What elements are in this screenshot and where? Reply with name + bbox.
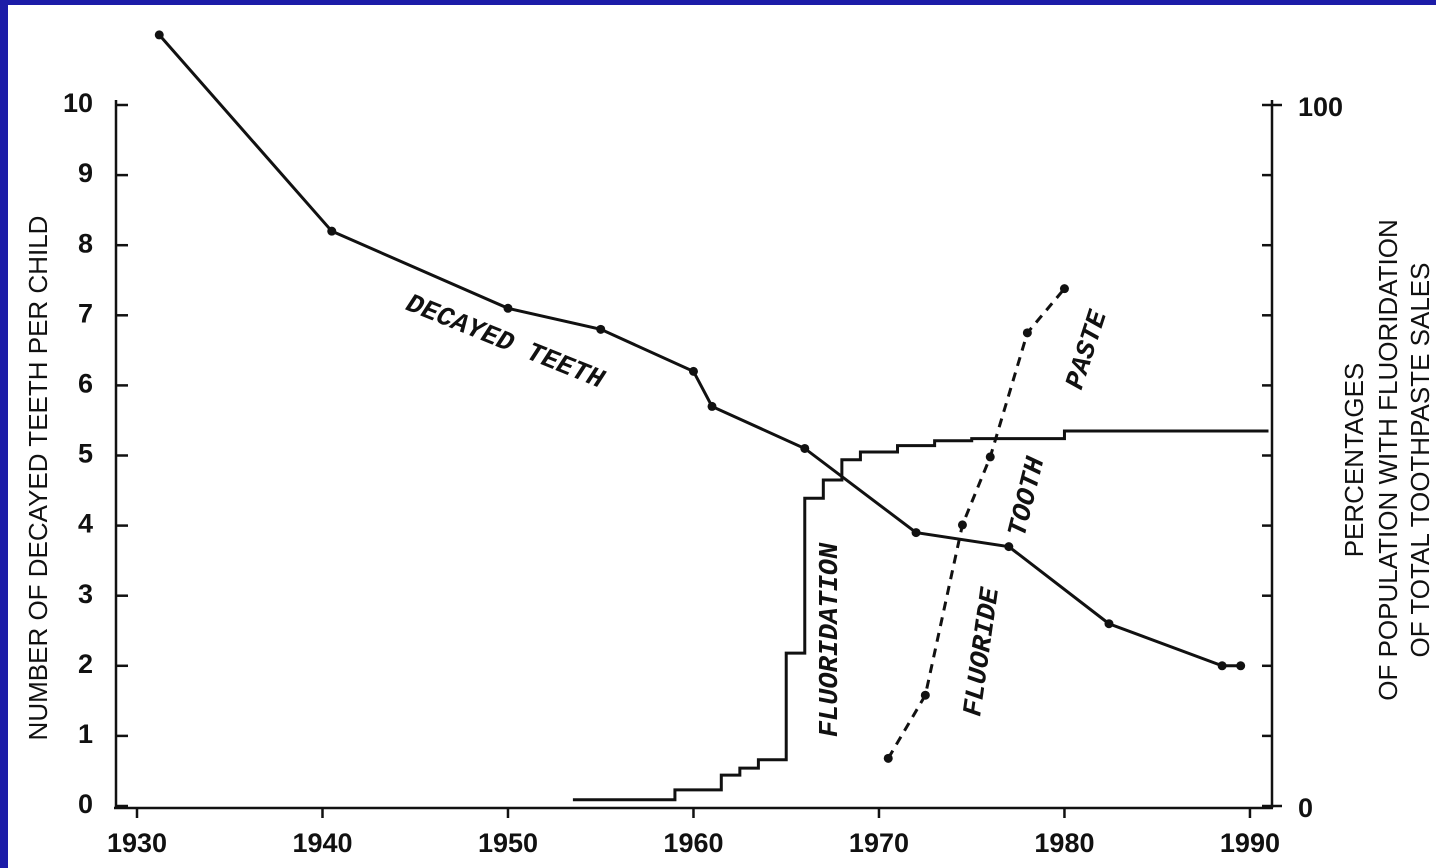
data-point [911, 528, 921, 538]
y-tick-label: 1 [78, 719, 93, 749]
data-point [1236, 661, 1246, 671]
data-point [957, 520, 967, 530]
y2-axis-label: OF TOTAL TOOTHPASTE SALES [1405, 263, 1435, 658]
y2-tick-label: 0 [1298, 793, 1313, 823]
x-tick-label: 1990 [1220, 828, 1280, 858]
x-tick-label: 1980 [1034, 828, 1094, 858]
y-tick-label: 8 [78, 228, 93, 258]
panel [8, 5, 1436, 868]
y-tick-label: 9 [78, 158, 93, 188]
x-tick-label: 1960 [663, 828, 723, 858]
x-tick-label: 1970 [849, 828, 909, 858]
data-point [503, 303, 513, 313]
y2-tick-label: 100 [1298, 92, 1343, 122]
data-line [572, 429, 1269, 802]
data-point [154, 30, 164, 40]
data-point [688, 366, 698, 376]
y-tick-label: 7 [78, 298, 93, 328]
data-point [800, 443, 810, 453]
y-tick-label: 0 [78, 789, 93, 819]
data-point [327, 226, 337, 236]
y-tick-label: 6 [78, 369, 93, 399]
data-point [707, 401, 717, 411]
data-point [596, 324, 606, 334]
x-tick-label: 1930 [107, 828, 167, 858]
data-point [920, 690, 930, 700]
data-line [158, 33, 1241, 668]
data-point [1104, 619, 1114, 629]
data-point [1217, 661, 1227, 671]
y2-axis-label: PERCENTAGES [1339, 363, 1369, 558]
x-tick-label: 1950 [478, 828, 538, 858]
data-point [1059, 284, 1069, 294]
y-tick-label: 3 [78, 579, 93, 609]
data-point [1022, 328, 1032, 338]
y-tick-label: 10 [63, 88, 93, 118]
x-tick-label: 1940 [292, 828, 352, 858]
data-point [1004, 542, 1014, 552]
y-tick-label: 4 [78, 509, 93, 539]
y-tick-label: 2 [78, 649, 93, 679]
data-point [883, 753, 893, 763]
y2-axis-label: OF POPULATION WITH FLUORIDATION [1373, 219, 1403, 701]
y-tick-label: 5 [78, 439, 93, 469]
y-axis-label: NUMBER OF DECAYED TEETH PER CHILD [23, 216, 53, 741]
data-point [985, 452, 995, 462]
annotation: FLUORIDATION [816, 542, 846, 737]
